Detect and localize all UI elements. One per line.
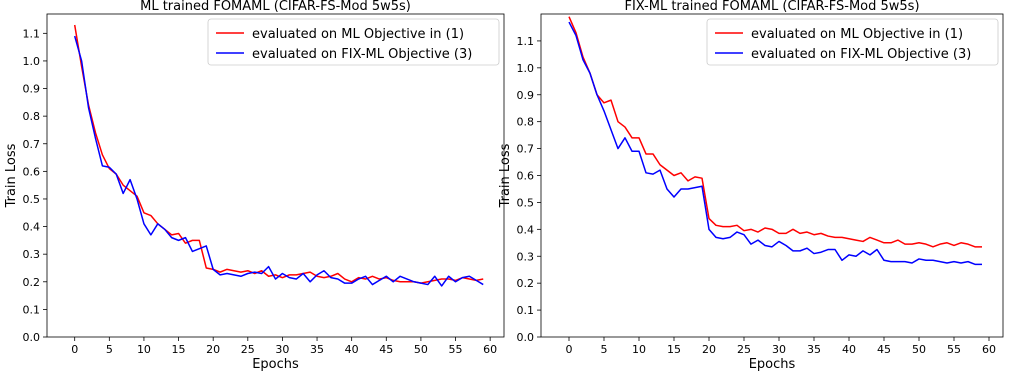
x-tick-label: 35 bbox=[310, 343, 324, 356]
series-line-2 bbox=[568, 21, 982, 266]
y-tick-label: 1.0 bbox=[23, 55, 41, 68]
y-tick-label: 0.2 bbox=[23, 276, 41, 289]
legend-label-2: evaluated on FIX-ML Objective (3) bbox=[252, 47, 472, 62]
chart-title: FIX-ML trained FOMAML (CIFAR-FS-Mod 5w5s… bbox=[624, 0, 919, 14]
y-tick-label: 0.0 bbox=[517, 331, 535, 344]
x-tick-label: 20 bbox=[206, 343, 220, 356]
x-tick-label: 50 bbox=[414, 343, 428, 356]
x-tick-label: 30 bbox=[772, 343, 786, 356]
chart-title: ML trained FOMAML (CIFAR-FS-Mod 5w5s) bbox=[140, 0, 411, 14]
y-tick-label: 0.8 bbox=[517, 116, 535, 129]
y-tick-label: 0.5 bbox=[23, 193, 41, 206]
y-axis-label: Train Loss bbox=[498, 143, 513, 208]
series-line-1 bbox=[568, 16, 982, 248]
legend-label-1: evaluated on ML Objective in (1) bbox=[751, 27, 963, 42]
y-tick-label: 0.3 bbox=[23, 248, 41, 261]
y-tick-label: 0.4 bbox=[517, 223, 535, 236]
legend-label-2: evaluated on FIX-ML Objective (3) bbox=[751, 47, 971, 62]
x-tick-label: 0 bbox=[566, 343, 573, 356]
x-tick-label: 10 bbox=[632, 343, 646, 356]
x-tick-label: 55 bbox=[947, 343, 961, 356]
y-tick-label: 0.2 bbox=[517, 277, 535, 290]
y-tick-label: 0.1 bbox=[517, 304, 535, 317]
legend-label-1: evaluated on ML Objective in (1) bbox=[252, 27, 464, 42]
plot-frame bbox=[46, 13, 505, 338]
y-tick-label: 0.4 bbox=[23, 221, 41, 234]
x-axis-label: Epochs bbox=[252, 357, 299, 372]
x-tick-label: 30 bbox=[275, 343, 289, 356]
x-tick-label: 40 bbox=[842, 343, 856, 356]
x-tick-label: 50 bbox=[912, 343, 926, 356]
y-tick-label: 0.6 bbox=[23, 165, 41, 178]
x-axis-label: Epochs bbox=[749, 357, 796, 372]
series-line-2 bbox=[73, 35, 484, 287]
chart-panel-2: FIX-ML trained FOMAML (CIFAR-FS-Mod 5w5s… bbox=[498, 0, 1004, 372]
legend-box bbox=[207, 18, 500, 66]
x-tick-label: 45 bbox=[379, 343, 393, 356]
y-tick-label: 0.5 bbox=[517, 196, 535, 209]
x-tick-label: 45 bbox=[877, 343, 891, 356]
y-tick-label: 0.1 bbox=[23, 303, 41, 316]
y-tick-label: 0.9 bbox=[517, 89, 535, 102]
x-tick-label: 5 bbox=[106, 343, 113, 356]
x-tick-label: 25 bbox=[241, 343, 255, 356]
y-tick-label: 0.6 bbox=[517, 170, 535, 183]
y-tick-label: 1.1 bbox=[23, 27, 41, 40]
y-tick-label: 0.7 bbox=[23, 138, 41, 151]
x-tick-label: 15 bbox=[667, 343, 681, 356]
x-tick-label: 60 bbox=[982, 343, 996, 356]
x-tick-label: 15 bbox=[172, 343, 186, 356]
y-tick-label: 0.3 bbox=[517, 250, 535, 263]
x-tick-label: 35 bbox=[807, 343, 821, 356]
y-tick-label: 0.7 bbox=[517, 143, 535, 156]
y-tick-label: 0.9 bbox=[23, 83, 41, 96]
y-axis-label: Train Loss bbox=[4, 143, 19, 208]
x-tick-label: 0 bbox=[71, 343, 78, 356]
x-tick-label: 10 bbox=[137, 343, 151, 356]
chart-panel-1: ML trained FOMAML (CIFAR-FS-Mod 5w5s) 0 5 1… bbox=[4, 0, 505, 372]
legend: evaluated on ML Objective in (1) evaluate… bbox=[706, 18, 999, 66]
x-tick-label: 5 bbox=[601, 343, 608, 356]
legend-box bbox=[706, 18, 999, 66]
y-tick-label: 1.0 bbox=[517, 62, 535, 75]
x-tick-label: 40 bbox=[345, 343, 359, 356]
y-tick-label: 1.1 bbox=[517, 35, 535, 48]
x-tick-label: 60 bbox=[483, 343, 497, 356]
x-tick-label: 55 bbox=[449, 343, 463, 356]
legend: evaluated on ML Objective in (1) evaluate… bbox=[207, 18, 500, 66]
x-tick-label: 20 bbox=[702, 343, 716, 356]
plot-frame bbox=[540, 13, 1004, 338]
y-tick-label: 0.0 bbox=[23, 331, 41, 344]
y-tick-label: 0.8 bbox=[23, 110, 41, 123]
x-tick-label: 25 bbox=[737, 343, 751, 356]
